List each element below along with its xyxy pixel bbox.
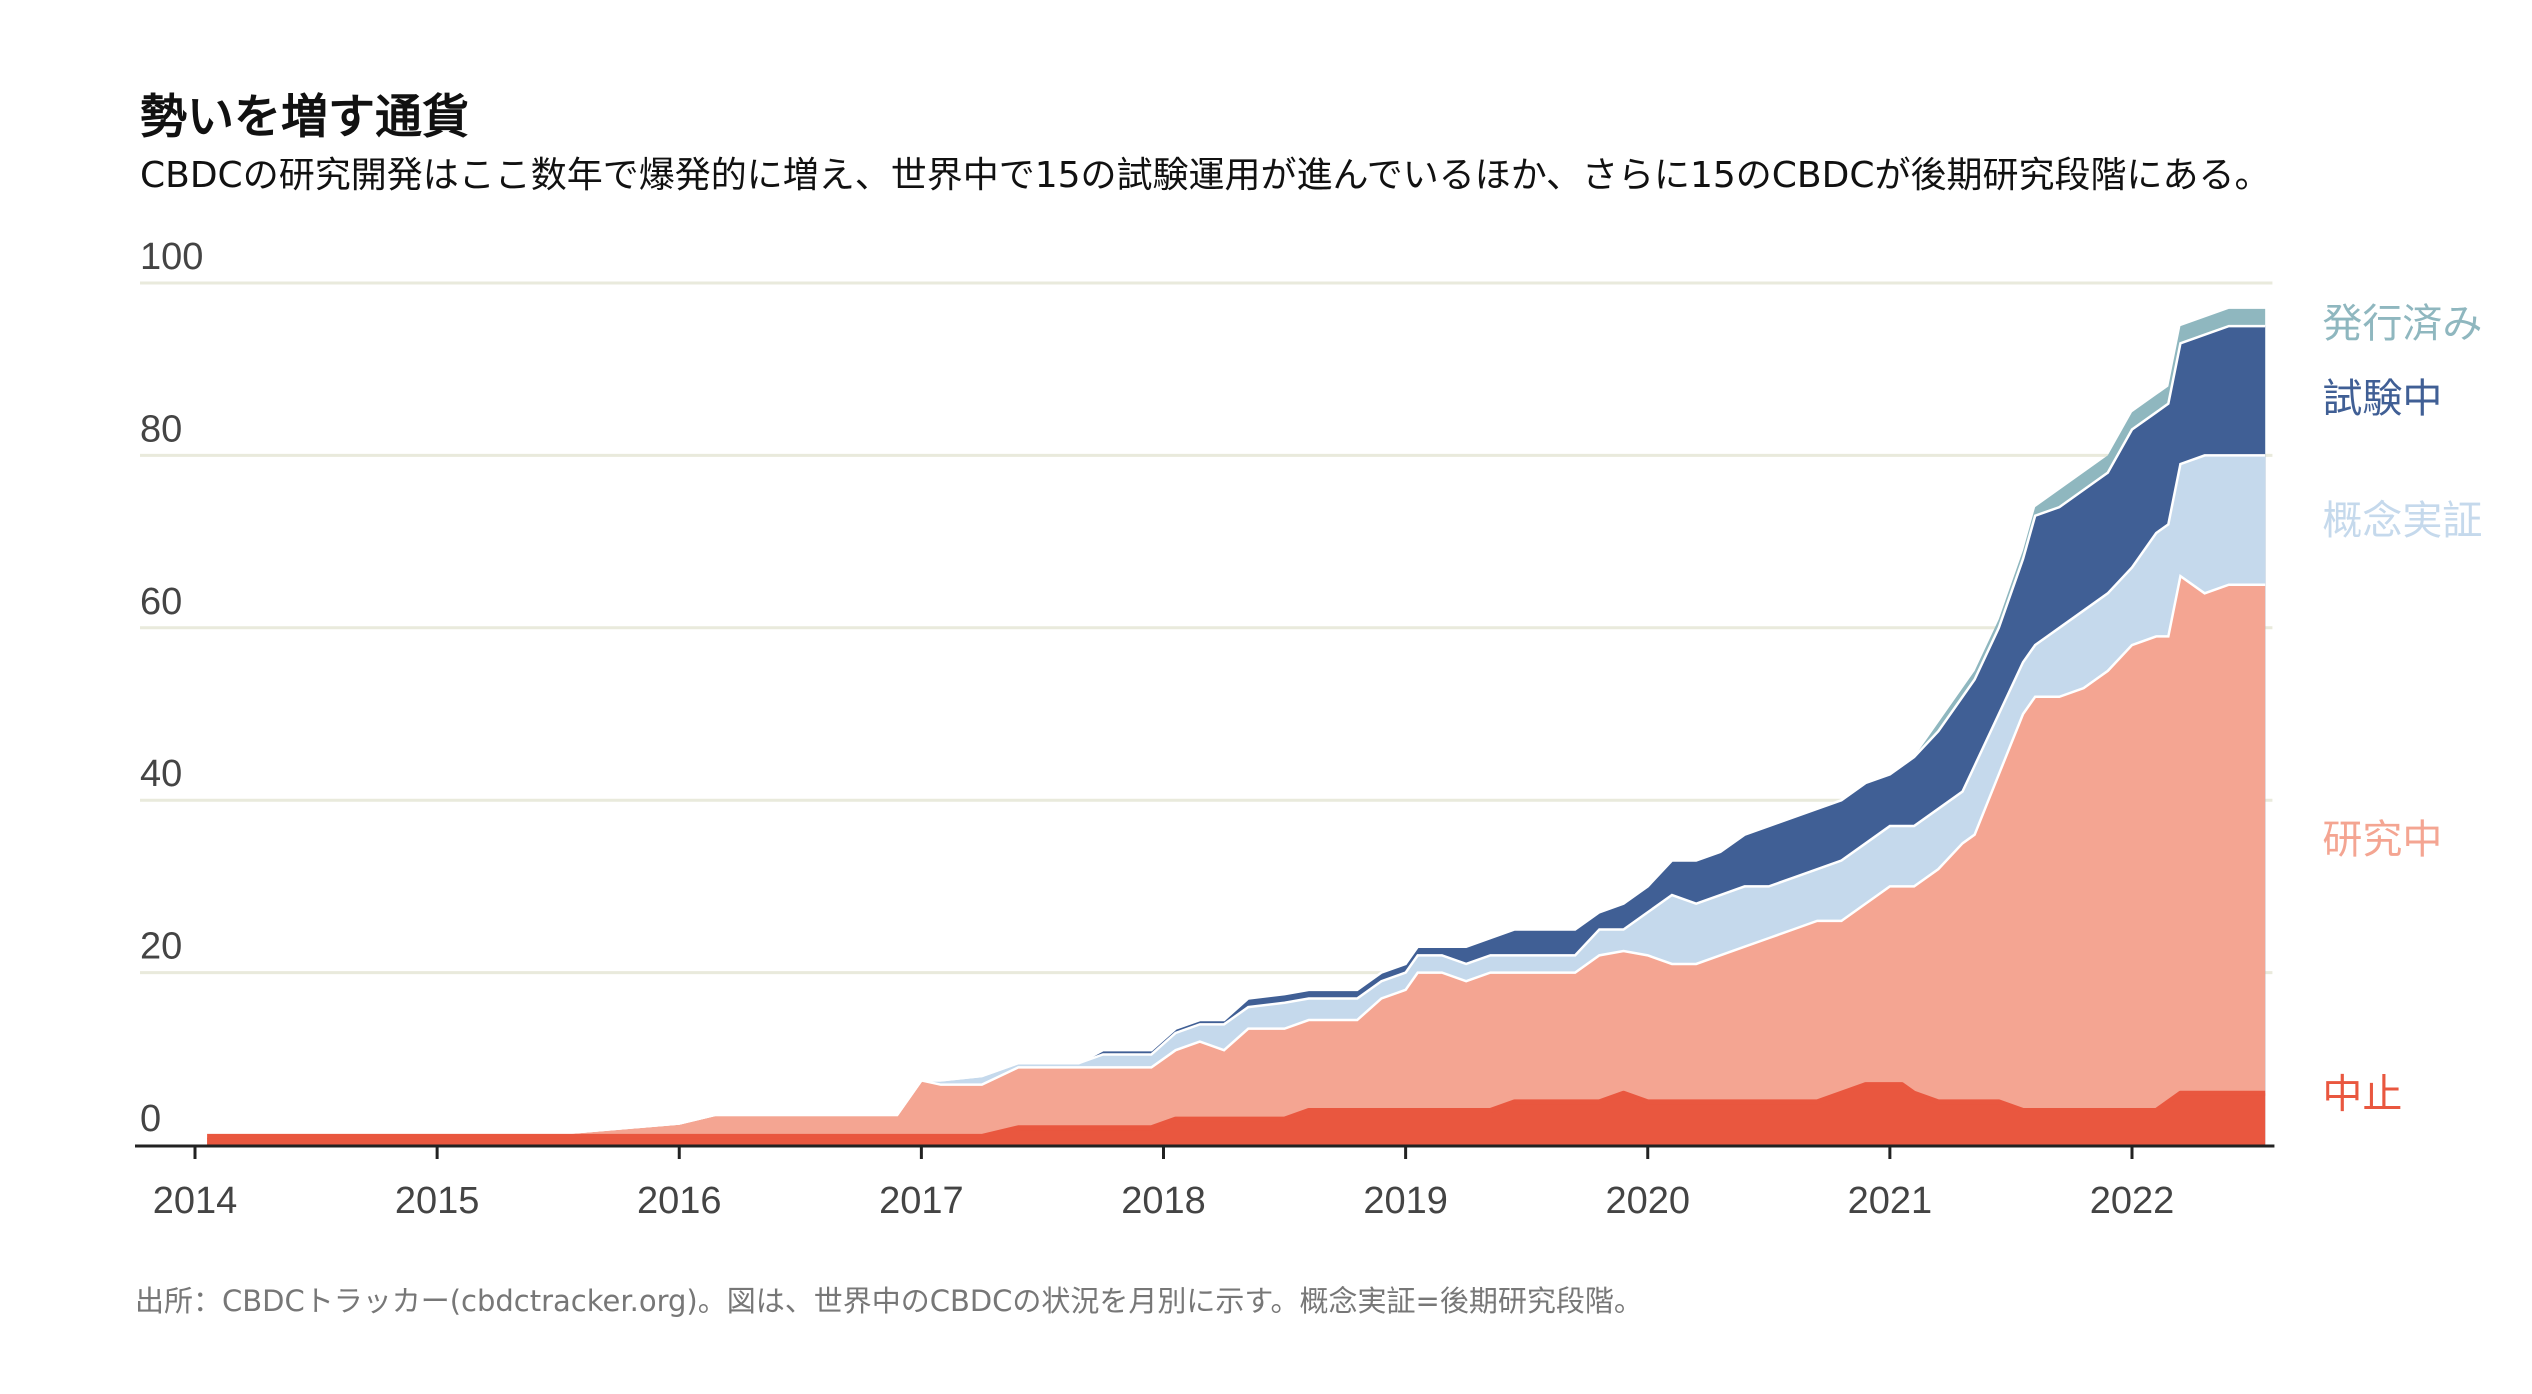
x-tick-label: 2019	[1363, 1180, 1448, 1222]
x-tick-label: 2017	[879, 1180, 964, 1222]
x-tick-label: 2014	[153, 1180, 238, 1222]
y-tick-label: 60	[140, 581, 182, 623]
y-tick-label: 0	[140, 1098, 161, 1140]
x-tick-label: 2022	[2090, 1180, 2175, 1222]
x-tick-label: 2020	[1605, 1180, 1690, 1222]
series-label-概念実証: 概念実証	[2322, 498, 2482, 544]
chart-subtitle: CBDCの研究開発はここ数年で爆発的に増え、世界中で15の試験運用が進んでいるほ…	[140, 155, 2271, 196]
x-tick-label: 2016	[637, 1180, 722, 1222]
series-label-発行済み: 発行済み	[2322, 301, 2482, 347]
x-tick-label: 2021	[1848, 1180, 1933, 1222]
area-研究中	[207, 576, 2266, 1145]
series-areas	[207, 308, 2266, 1146]
area-中止	[207, 1084, 2266, 1145]
y-tick-label: 40	[140, 753, 182, 795]
line-中止	[207, 1082, 2266, 1139]
x-tick-label: 2015	[395, 1180, 480, 1222]
series-label-中止: 中止	[2322, 1071, 2402, 1117]
x-tick-label: 2018	[1121, 1180, 1206, 1222]
y-tick-label: 20	[140, 926, 182, 968]
boundary-試験中	[207, 324, 2266, 1138]
axes: 0 20 40 60 80 100 2014 2015 2016 2017 2018 2019 2020…	[135, 236, 2275, 1222]
source-note: 出所：CBDCトラッカー(cbdctracker.org)。図は、世界中のCBD…	[135, 1284, 1643, 1318]
series-label-試験中: 試験中	[2322, 376, 2442, 422]
boundary-概念実証	[207, 454, 2266, 1138]
chart-title: 勢いを増す通貨	[140, 90, 469, 145]
series-label-研究中: 研究中	[2322, 817, 2442, 863]
series-boundary-lines	[207, 324, 2266, 1139]
y-tick-label: 100	[140, 236, 203, 278]
series-labels: 中止 研究中 概念実証 試験中 発行済み	[2322, 301, 2482, 1117]
boundary-研究中	[207, 573, 2266, 1138]
y-tick-label: 80	[140, 408, 182, 450]
